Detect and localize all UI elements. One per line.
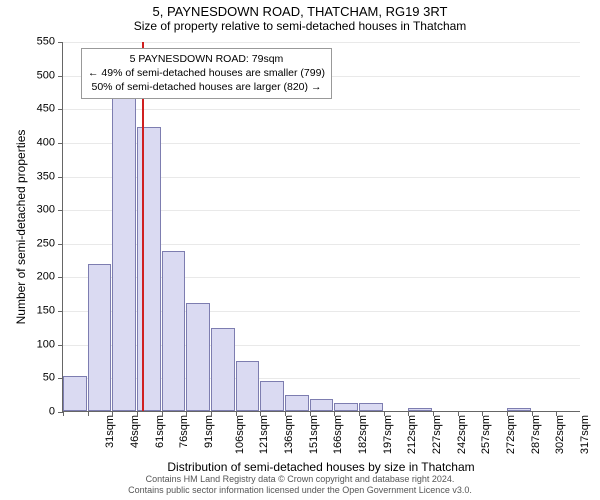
histogram-bar	[285, 395, 309, 411]
histogram-bar	[408, 408, 432, 411]
x-tick	[384, 411, 385, 416]
x-tick-label: 61sqm	[154, 415, 166, 448]
plot-area: 05010015020025030035040045050055031sqm46…	[62, 42, 580, 412]
x-tick	[285, 411, 286, 416]
y-tick-label: 150	[11, 306, 55, 317]
x-tick	[88, 411, 89, 416]
y-tick-label: 300	[11, 205, 55, 216]
x-tick	[162, 411, 163, 416]
x-tick-label: 136sqm	[283, 415, 295, 454]
x-tick	[211, 411, 212, 416]
x-tick	[236, 411, 237, 416]
chart-title: 5, PAYNESDOWN ROAD, THATCHAM, RG19 3RT	[0, 0, 600, 19]
annotation-line: 50% of semi-detached houses are larger (…	[88, 80, 325, 94]
histogram-bar	[359, 403, 383, 411]
x-tick-label: 242sqm	[456, 415, 468, 454]
y-tick-label: 450	[11, 104, 55, 115]
x-tick-label: 302sqm	[554, 415, 566, 454]
annotation-box: 5 PAYNESDOWN ROAD: 79sqm ← 49% of semi-d…	[81, 48, 332, 99]
x-axis-title: Distribution of semi-detached houses by …	[62, 460, 580, 474]
x-tick-label: 166sqm	[332, 415, 344, 454]
x-tick	[532, 411, 533, 416]
x-tick	[433, 411, 434, 416]
histogram-bar	[260, 381, 284, 411]
y-tick	[58, 42, 63, 43]
y-tick	[58, 177, 63, 178]
histogram-bar	[186, 303, 210, 411]
histogram-bar	[236, 361, 260, 411]
x-tick-label: 151sqm	[308, 415, 320, 454]
x-tick-label: 46sqm	[129, 415, 141, 448]
x-tick	[507, 411, 508, 416]
histogram-bar	[310, 399, 334, 411]
y-tick	[58, 210, 63, 211]
x-tick	[186, 411, 187, 416]
y-tick-label: 100	[11, 339, 55, 350]
gridline	[63, 109, 580, 110]
y-tick-label: 250	[11, 238, 55, 249]
x-tick-label: 31sqm	[104, 415, 116, 448]
y-tick-label: 350	[11, 171, 55, 182]
y-tick	[58, 345, 63, 346]
x-tick-label: 212sqm	[406, 415, 418, 454]
x-tick-label: 272sqm	[505, 415, 517, 454]
y-tick	[58, 311, 63, 312]
y-tick	[58, 76, 63, 77]
y-axis-title: Number of semi-detached properties	[14, 42, 28, 412]
histogram-bar	[334, 403, 358, 411]
y-tick-label: 400	[11, 137, 55, 148]
x-tick	[310, 411, 311, 416]
y-tick-label: 200	[11, 272, 55, 283]
footer-line: Contains HM Land Registry data © Crown c…	[146, 474, 455, 484]
x-tick-label: 227sqm	[431, 415, 443, 454]
x-tick	[408, 411, 409, 416]
x-tick-label: 182sqm	[357, 415, 369, 454]
x-tick	[112, 411, 113, 416]
x-tick-label: 197sqm	[382, 415, 394, 454]
y-tick	[58, 143, 63, 144]
x-tick	[556, 411, 557, 416]
x-tick-label: 317sqm	[579, 415, 591, 454]
histogram-bar	[88, 264, 112, 411]
footer-line: Contains public sector information licen…	[128, 485, 472, 495]
x-tick-label: 287sqm	[530, 415, 542, 454]
y-tick	[58, 277, 63, 278]
x-tick	[137, 411, 138, 416]
chart-subtitle: Size of property relative to semi-detach…	[0, 19, 600, 35]
x-tick	[260, 411, 261, 416]
histogram-bar	[63, 376, 87, 411]
annotation-line: 5 PAYNESDOWN ROAD: 79sqm	[88, 52, 325, 66]
x-tick	[482, 411, 483, 416]
y-tick-label: 550	[11, 37, 55, 48]
x-tick-label: 91sqm	[203, 415, 215, 448]
x-tick	[63, 411, 64, 416]
x-tick-label: 257sqm	[480, 415, 492, 454]
x-tick-label: 76sqm	[178, 415, 190, 448]
histogram-bar	[112, 76, 136, 411]
footer: Contains HM Land Registry data © Crown c…	[0, 474, 600, 497]
x-tick	[334, 411, 335, 416]
annotation-line: ← 49% of semi-detached houses are smalle…	[88, 66, 325, 80]
y-tick	[58, 244, 63, 245]
x-tick-label: 106sqm	[234, 415, 246, 454]
histogram-bar	[162, 251, 186, 411]
gridline	[63, 42, 580, 43]
y-tick	[58, 109, 63, 110]
chart-area: 05010015020025030035040045050055031sqm46…	[62, 42, 580, 412]
histogram-bar	[211, 328, 235, 411]
histogram-bar	[137, 127, 161, 411]
y-tick-label: 0	[11, 407, 55, 418]
y-tick-label: 500	[11, 70, 55, 81]
x-tick-label: 121sqm	[258, 415, 270, 454]
x-tick	[359, 411, 360, 416]
y-tick-label: 50	[11, 373, 55, 384]
histogram-bar	[507, 408, 531, 411]
x-tick	[458, 411, 459, 416]
